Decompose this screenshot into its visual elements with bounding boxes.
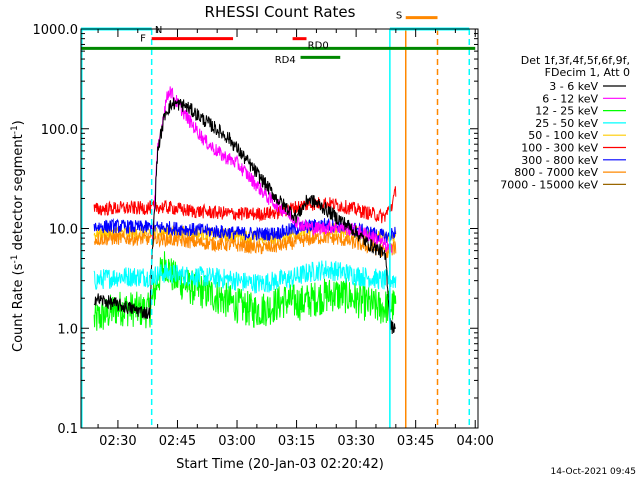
x-tick-label: 03:30 [337, 434, 374, 449]
legend-label: 6 - 12 keV [542, 92, 598, 105]
x-tick-label: 03:15 [278, 434, 315, 449]
chart-title: RHESSI Count Rates [205, 3, 356, 21]
x-tick-label: 02:45 [159, 434, 196, 449]
x-tick-label: 03:45 [397, 434, 434, 449]
x-tick-label: 04:00 [456, 434, 493, 449]
legend-label: 12 - 25 keV [535, 105, 598, 118]
y-tick-label: 1.0 [57, 322, 78, 337]
y-label-part-4: -1 [10, 125, 20, 134]
series-line [93, 251, 397, 331]
legend-label: 3 - 6 keV [549, 80, 598, 93]
series-line [93, 186, 397, 224]
state-bar-label: S [396, 10, 402, 21]
legend-label: 50 - 100 keV [528, 129, 598, 142]
y-label-part-2: -1 [10, 254, 20, 263]
y-tick-label: 10.0 [49, 223, 78, 238]
series-line [93, 97, 396, 335]
x-axis-label: Start Time (20-Jan-03 02:20:42) [176, 457, 384, 472]
legend-header: FDecim 1, Att 0 [545, 66, 630, 79]
x-tick-label: 02:30 [99, 434, 136, 449]
state-bar-label: F [140, 34, 146, 45]
y-axis-label: Count Rate (s-1 detector segment-1) [10, 120, 26, 352]
y-label-part-5: ) [11, 120, 26, 125]
legend-label: 800 - 7000 keV [514, 166, 598, 179]
x-tick-label: 03:00 [218, 434, 255, 449]
time-markers [81, 29, 471, 428]
series-line [93, 260, 397, 294]
legend-header: Det 1f,3f,4f,5f,6f,9f, [521, 54, 630, 67]
axes: 1000.0 100.0 10.0 1.0 0.1 02:30 02:45 03:00 03:1… [33, 23, 494, 449]
legend-label: 25 - 50 keV [535, 117, 598, 130]
series-line [93, 230, 397, 259]
y-tick-label: 1000.0 [33, 23, 79, 38]
y-tick-label: 100.0 [41, 123, 78, 138]
legend-label: 300 - 800 keV [521, 154, 598, 167]
state-bar-label: RD4 [275, 55, 296, 66]
y-label-part-3: detector segment [11, 134, 26, 254]
legend: Det 1f,3f,4f,5f,6f,9f,FDecim 1, Att 03 -… [500, 54, 630, 191]
state-bar-label: N [155, 25, 162, 36]
series-lines [93, 86, 397, 335]
legend-label: 100 - 300 keV [521, 142, 598, 155]
render-timestamp: 14-Oct-2021 09:45 [551, 467, 636, 477]
y-label-part-1: Count Rate (s [11, 263, 26, 352]
y-tick-label: 0.1 [57, 422, 78, 437]
state-bar-label: RD0 [308, 40, 329, 51]
series-line [152, 86, 393, 254]
legend-label: 7000 - 15000 keV [500, 178, 598, 191]
